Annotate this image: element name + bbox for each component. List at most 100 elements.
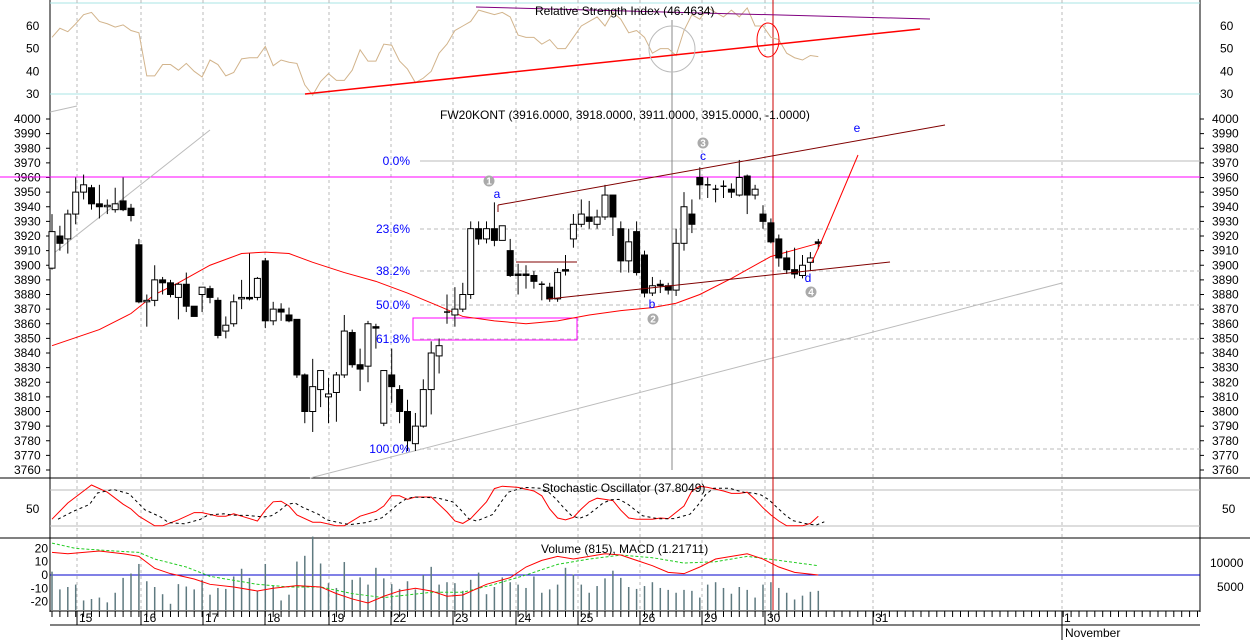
candle-body [127,207,135,217]
candle-body [554,272,562,300]
trend-line [48,129,211,258]
candle [143,294,151,327]
candle [396,385,404,424]
candle [95,184,103,219]
rsi-tick-left: 50 [26,42,40,56]
candle [530,271,538,289]
candle-body [609,194,617,218]
candle [680,192,688,251]
candle-body [625,241,633,262]
wave-number: 2 [650,315,656,326]
fib-label: 100.0% [369,442,410,456]
candle [806,252,814,272]
candle [167,279,174,298]
price-tick-left: 3790 [14,419,41,433]
price-tick-left: 3940 [14,200,41,214]
candle-body [325,393,332,398]
candle [285,307,293,323]
wave-label: d [805,271,812,285]
candle [222,316,230,339]
fib-label: 50.0% [376,298,410,312]
stoch-title: Stochastic Oscillator (37.8049) [542,481,705,495]
candle-body [783,257,791,271]
candle-body [80,184,88,193]
candle [514,263,522,295]
candle-body [585,216,593,222]
candle [269,301,277,326]
rsi-tick-left: 40 [26,64,40,78]
candle [214,297,222,339]
day-label: 1 [1064,611,1071,625]
price-tick-right: 3860 [1212,317,1239,331]
candle [444,294,450,324]
candle [404,399,411,451]
price-tick-right: 3940 [1212,200,1239,214]
day-label: 17 [205,611,219,625]
day-label: 24 [518,611,532,625]
candle-body [404,411,411,442]
fib-label: 23.6% [376,222,410,236]
trend-line [49,105,78,113]
macd-line [51,550,819,604]
candle [277,303,285,321]
fib-label: 38.2% [376,264,410,278]
price-tick-right: 3980 [1212,141,1239,155]
candle-body [506,250,514,276]
candle-body [735,177,743,196]
rsi-tick-left: 30 [26,87,40,101]
candle [601,184,609,220]
candle [783,250,791,275]
candle-body [253,277,261,298]
candle-body [617,228,625,262]
candle [727,183,735,198]
projection-line [811,154,859,263]
candle-body [372,326,380,329]
candle-body [198,286,206,295]
price-title: FW20KONT (3916.0000, 3918.0000, 3911.000… [440,108,810,122]
candle [72,177,80,225]
rsi-tick-left: 60 [26,19,40,33]
candle [522,265,530,289]
candle-body [388,374,396,388]
candle-body [332,374,340,393]
month-label: November [1065,626,1120,640]
candle-body [269,308,277,322]
day-label: 18 [267,611,281,625]
candle-body [475,228,483,240]
candle [767,218,775,244]
candle-body [238,296,246,300]
candle-body [601,194,609,218]
candle [119,177,127,212]
candle-body [490,228,498,241]
day-label: 25 [580,611,594,625]
candle-body [759,213,767,222]
wave-label: b [649,297,656,311]
channel-upper [497,124,946,206]
candle-body [356,364,364,370]
candle-body [727,188,735,193]
candle [506,238,514,277]
price-tick-right: 3810 [1212,390,1239,404]
candle-body [159,279,167,284]
candle-body [151,279,159,301]
price-tick-right: 4000 [1212,112,1239,126]
candle-body [767,222,775,243]
candle-body [56,235,64,244]
price-tick-right: 3850 [1212,331,1239,345]
candle-body [648,285,656,294]
candle-body [340,330,348,376]
candle-body [799,264,806,276]
candle [751,184,759,200]
price-tick-right: 3870 [1212,302,1239,316]
price-tick-left: 3840 [14,346,41,360]
candle [427,341,435,415]
volume-tick: 5000 [1217,580,1244,594]
macd-tick: 10 [35,555,49,569]
candle [490,202,498,247]
candle-body [467,228,475,295]
highlight-circle [648,25,696,73]
candle-body [301,374,309,412]
marks: 0.0% 23.6% 38.2% 50.0% 61.8% 100.0% a b c d e 1 2 3 4 [0,0,1200,610]
candle-body [483,228,490,240]
